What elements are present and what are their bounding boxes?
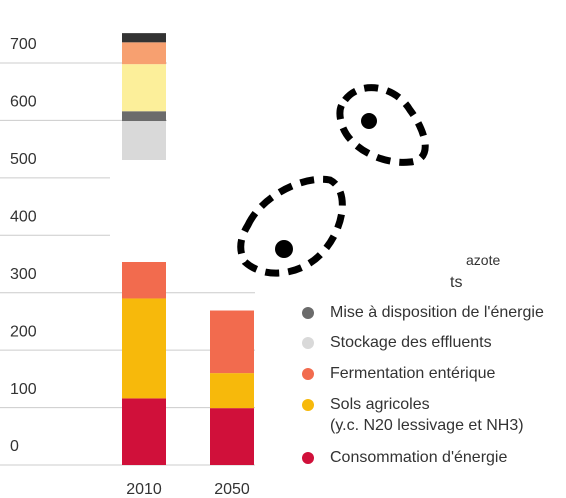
- legend-label: Sols agricoles (y.c. N20 lessivage et NH…: [330, 396, 524, 434]
- legend-marker: [302, 307, 314, 319]
- bar-segment: [122, 33, 166, 43]
- legend-marker: [302, 337, 314, 349]
- legend-label: Consommation d'énergie: [330, 449, 508, 466]
- occluder: [167, 0, 566, 262]
- legend-marker: [302, 452, 314, 464]
- legend-marker: [302, 368, 314, 380]
- legend-label: Fermentation entérique: [330, 365, 496, 382]
- annotation-dot: [361, 113, 377, 129]
- y-tick-label: 100: [10, 381, 37, 398]
- bar-segment: [122, 121, 166, 161]
- bar-segment: [210, 373, 254, 409]
- bar-segment: [122, 298, 166, 399]
- legend-fragment: azote: [466, 252, 501, 268]
- y-tick-label: 600: [10, 94, 37, 111]
- legend-label: Stockage des effluents: [330, 334, 492, 351]
- y-tick-label: 700: [10, 36, 37, 53]
- annotation-blob: [336, 84, 429, 166]
- x-tick-label: 2050: [214, 481, 250, 498]
- bar-segment: [210, 310, 254, 374]
- bar-segment: [122, 398, 166, 465]
- y-tick-label: 0: [10, 438, 19, 455]
- y-tick-label: 400: [10, 209, 37, 226]
- bar-segment: [122, 42, 166, 65]
- y-tick-label: 200: [10, 323, 37, 340]
- y-tick-label: 300: [10, 266, 37, 283]
- bar-segment: [210, 408, 254, 465]
- bar-segment: [122, 111, 166, 122]
- legend-marker: [302, 399, 314, 411]
- annotation-dot: [275, 240, 293, 258]
- x-tick-label: 2010: [126, 481, 162, 498]
- bar-segment: [122, 64, 166, 112]
- legend-fragment: ts: [450, 274, 463, 291]
- y-tick-label: 500: [10, 151, 37, 168]
- legend-label: Mise à disposition de l'énergie: [330, 304, 544, 321]
